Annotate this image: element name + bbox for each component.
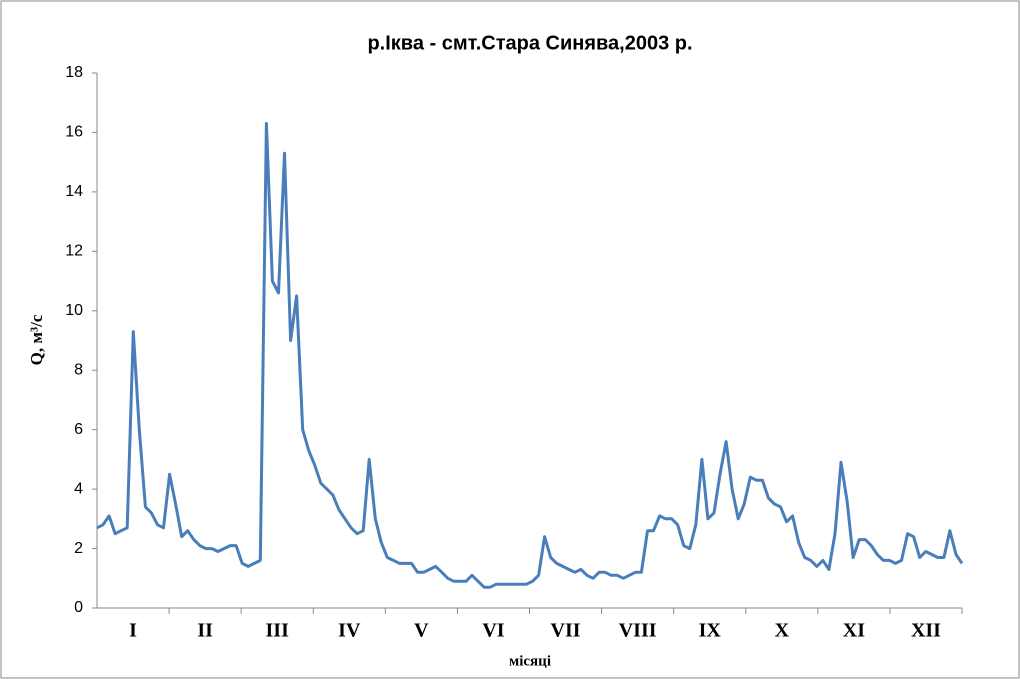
- y-tick-label: 8: [74, 361, 83, 378]
- x-tick-label: VII: [551, 620, 581, 642]
- data-line: [96, 122, 964, 589]
- y-tick-label: 16: [65, 124, 83, 141]
- x-tick-label: XI: [843, 620, 865, 642]
- y-tick-label: 4: [74, 480, 83, 497]
- x-tick-label: VI: [482, 620, 504, 642]
- y-tick-label: 12: [65, 243, 83, 260]
- y-tick-label: 6: [74, 421, 83, 438]
- y-tick-label: 0: [74, 599, 83, 616]
- x-tick-label: IV: [338, 620, 361, 642]
- y-axis-label: Q, м³/с: [27, 314, 46, 365]
- y-tick-label: 18: [65, 64, 83, 81]
- y-tick-label: 2: [74, 540, 83, 557]
- x-tick-label: II: [197, 620, 213, 642]
- x-tick-label: VIII: [619, 620, 657, 642]
- x-tick-label: III: [266, 620, 290, 642]
- y-tick-label: 10: [65, 302, 83, 319]
- x-tick-label: XII: [911, 620, 941, 642]
- x-tick-label: V: [414, 620, 429, 642]
- x-tick-label: X: [775, 620, 790, 642]
- x-tick-label: IX: [699, 620, 722, 642]
- x-axis-label: місяці: [509, 653, 551, 669]
- x-tick-label: I: [129, 620, 137, 642]
- y-tick-label: 14: [65, 183, 83, 200]
- chart-title: р.Іква - смт.Стара Синява,2003 р.: [367, 32, 692, 54]
